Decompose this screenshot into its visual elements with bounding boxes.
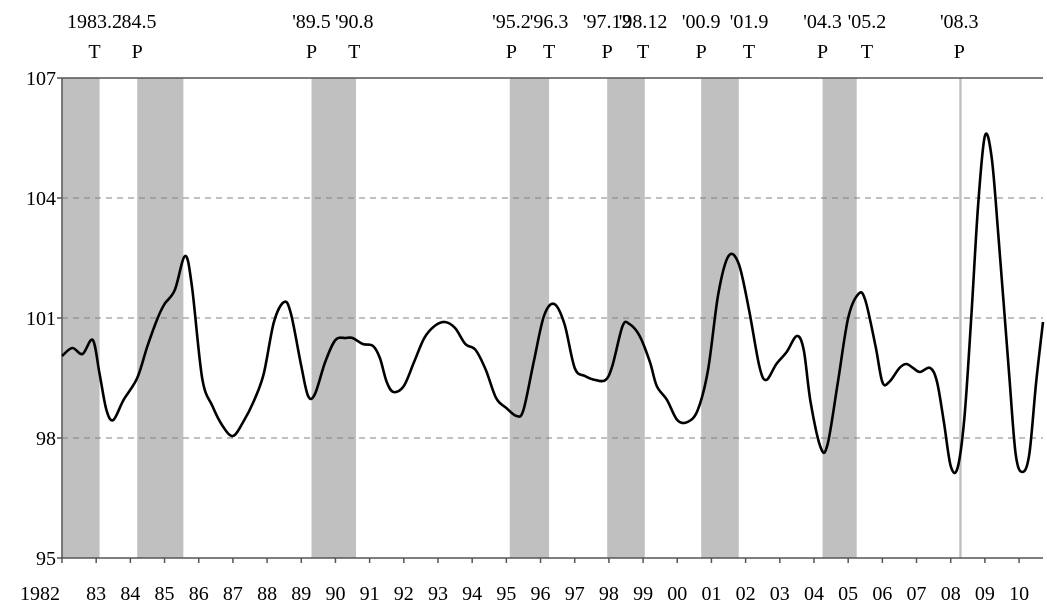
x-tick-label: 92 xyxy=(394,583,414,605)
turning-point-date: '05.2 xyxy=(848,11,887,33)
x-tick-label: 10 xyxy=(1009,583,1029,605)
y-tick-label: 95 xyxy=(36,548,56,570)
turning-point-date: '84.5 xyxy=(118,11,157,33)
x-tick-label: 85 xyxy=(155,583,175,605)
x-tick-label: 86 xyxy=(189,583,209,605)
turning-point-type: T xyxy=(543,41,555,63)
x-tick-label: 05 xyxy=(838,583,858,605)
x-tick-label: 09 xyxy=(975,583,995,605)
turning-point-type: P xyxy=(954,41,965,63)
x-tick-label: 84 xyxy=(120,583,140,605)
turning-point-type: P xyxy=(817,41,828,63)
turning-point-type: P xyxy=(132,41,143,63)
x-tick-label: 90 xyxy=(325,583,345,605)
y-tick-label: 107 xyxy=(26,68,56,90)
x-tick-label: 02 xyxy=(736,583,756,605)
turning-point-date: '98.12 xyxy=(619,11,668,33)
turning-point-type: T xyxy=(861,41,873,63)
x-tick-label: 87 xyxy=(223,583,243,605)
x-tick-label: 88 xyxy=(257,583,277,605)
turning-point-type: T xyxy=(348,41,360,63)
y-tick-label: 98 xyxy=(36,428,56,450)
series-line xyxy=(62,134,1043,473)
turning-point-date: '00.9 xyxy=(682,11,721,33)
x-tick-label: 89 xyxy=(291,583,311,605)
x-tick-labels: 1982 83 84 85 86 87 88 89 90 91 92 93 94 95 96 97 98 99 00… xyxy=(20,583,1029,605)
x-tick-label: 01 xyxy=(701,583,721,605)
x-tick-label: 07 xyxy=(907,583,927,605)
shaded-period xyxy=(959,78,961,558)
y-tick-labels: 95 98 101 104 107 xyxy=(26,68,56,570)
x-tick-label: 08 xyxy=(941,583,961,605)
turning-point-date: '89.5 xyxy=(292,11,331,33)
turning-point-type: T xyxy=(88,41,100,63)
turning-point-date: '08.3 xyxy=(940,11,979,33)
x-tick-label: 00 xyxy=(667,583,687,605)
x-tick-label: 97 xyxy=(565,583,585,605)
x-tick-label: 95 xyxy=(496,583,516,605)
y-tick-label: 101 xyxy=(26,308,56,330)
turning-point-date: '96.3 xyxy=(530,11,569,33)
turning-point-date: 1983.2 xyxy=(67,11,122,33)
x-tick-label: 06 xyxy=(872,583,892,605)
turning-point-date: '95.2 xyxy=(492,11,531,33)
x-tick-label: 03 xyxy=(770,583,790,605)
y-tick-label: 104 xyxy=(26,188,56,210)
turning-point-type: P xyxy=(602,41,613,63)
turning-point-type: T xyxy=(743,41,755,63)
turning-point-type: T xyxy=(637,41,649,63)
x-tick-label: 1982 xyxy=(20,583,60,605)
turning-point-date: '90.8 xyxy=(335,11,374,33)
x-tick-label: 96 xyxy=(531,583,551,605)
turning-point-type: P xyxy=(506,41,517,63)
shaded-period xyxy=(823,78,857,558)
x-tick-label: 83 xyxy=(86,583,106,605)
turning-point-date: '04.3 xyxy=(803,11,842,33)
x-tick-label: 99 xyxy=(633,583,653,605)
axes xyxy=(57,78,1043,563)
x-tick-label: 98 xyxy=(599,583,619,605)
x-tick-label: 94 xyxy=(462,583,482,605)
x-tick-label: 93 xyxy=(428,583,448,605)
turning-point-type: P xyxy=(696,41,707,63)
turning-point-labels: 1983.2T'84.5P'85.8T'89.5P'90.8T'95.2P'96… xyxy=(0,11,979,63)
x-tick-label: 91 xyxy=(360,583,380,605)
turning-point-type: P xyxy=(306,41,317,63)
turning-point-date: '01.9 xyxy=(730,11,769,33)
x-tick-label: 04 xyxy=(804,583,824,605)
